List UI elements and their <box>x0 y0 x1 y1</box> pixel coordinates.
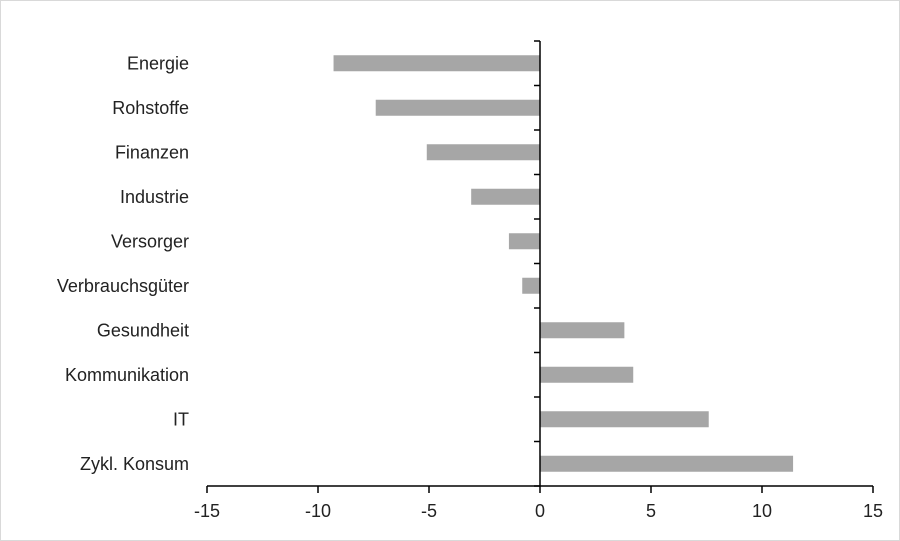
bar-3 <box>471 188 540 205</box>
category-label: Versorger <box>111 231 189 251</box>
category-label: Zykl. Konsum <box>80 454 189 474</box>
category-label: Energie <box>127 53 189 73</box>
bar-0 <box>333 55 540 72</box>
x-tick-label: -15 <box>194 501 220 521</box>
x-tick-label: 0 <box>535 501 545 521</box>
bar-8 <box>540 411 709 428</box>
category-label: Industrie <box>120 187 189 207</box>
category-label: Gesundheit <box>97 320 189 340</box>
category-label: Rohstoffe <box>112 98 189 118</box>
bar-4 <box>508 233 540 250</box>
labels-group: Energie Rohstoffe Finanzen Industrie Versorg… <box>57 53 883 521</box>
bar-6 <box>540 322 625 339</box>
x-tick-label: -10 <box>305 501 331 521</box>
x-tick-label: -5 <box>421 501 437 521</box>
bar-9 <box>540 455 794 472</box>
bar-2 <box>426 144 540 161</box>
bars-group <box>333 55 794 472</box>
category-label: IT <box>173 409 189 429</box>
axes-group <box>206 40 874 493</box>
bar-7 <box>540 366 634 383</box>
bar-1 <box>375 99 540 116</box>
category-label: Finanzen <box>115 142 189 162</box>
bar-5 <box>522 277 540 294</box>
x-tick-label: 15 <box>863 501 883 521</box>
x-tick-label: 10 <box>752 501 772 521</box>
x-tick-label: 5 <box>646 501 656 521</box>
category-label: Verbrauchsgüter <box>57 276 189 296</box>
category-label: Kommunikation <box>65 365 189 385</box>
